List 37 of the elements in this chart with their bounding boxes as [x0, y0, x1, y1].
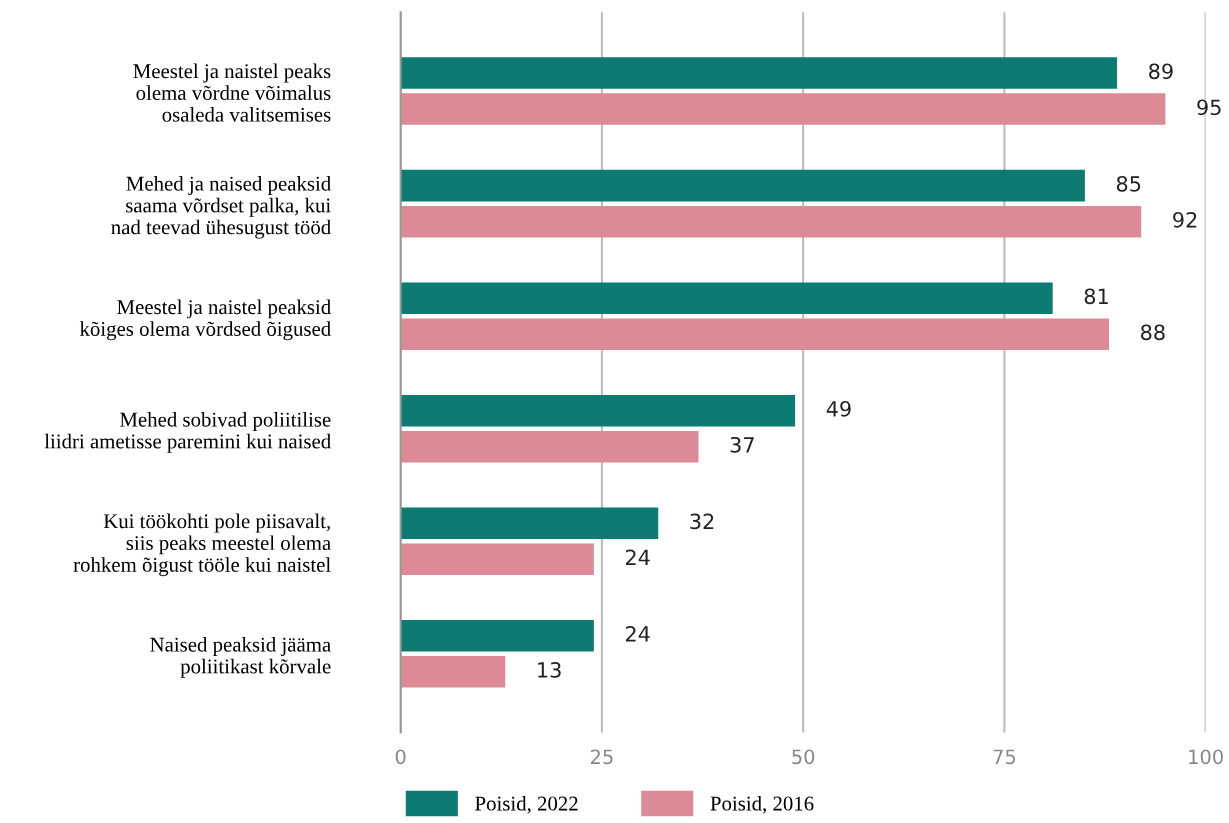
bar: [400, 507, 659, 539]
x-tick-label: 75: [993, 749, 1016, 765]
bar: [400, 57, 1118, 89]
bar: [400, 430, 699, 463]
legend-label: Poisid, 2022: [475, 795, 578, 814]
bar: [400, 619, 594, 652]
data-label: 88: [1141, 324, 1165, 341]
data-label: 85: [1116, 175, 1141, 192]
x-tick-label: 25: [590, 749, 613, 765]
bar: [400, 282, 1053, 314]
x-tick-label: 50: [792, 749, 815, 765]
x-tick-label: 100: [1189, 749, 1223, 765]
bar: [400, 169, 1085, 202]
bar: [400, 394, 796, 427]
y-tick-label: Meestel ja naistel peaks olema võrdne võimalus osaleda valitsemises: [133, 63, 331, 122]
data-label: 92: [1173, 211, 1197, 228]
bar: [400, 318, 1110, 350]
data-label: 37: [730, 436, 754, 453]
bar: [400, 543, 594, 575]
y-tick-label: Meestel ja naistel peaksid kõiges olema võrdsed õigused: [79, 299, 331, 341]
bar: [400, 205, 1142, 238]
data-label: 49: [826, 400, 851, 417]
data-label: 13: [538, 662, 561, 678]
bar: [400, 655, 506, 688]
y-tick-label: Naised peaksid jääma poliitikast kõrvale: [150, 637, 331, 678]
x-tick-label: 0: [395, 749, 406, 765]
legend-label: Poisid, 2016: [710, 795, 814, 814]
data-label: 89: [1149, 63, 1173, 80]
bar: [400, 93, 1166, 125]
y-tick-label: Mehed ja naised peaksid saama võrdset palka, kui nad teevad ühesugust tööd: [111, 176, 331, 239]
data-label: 81: [1084, 288, 1108, 305]
data-label: 24: [625, 625, 650, 642]
y-tick-label: Kui töökohti pole piisavalt, siis peaks meestel olema rohkem õigust tööle kui naistel: [73, 513, 331, 577]
data-label: 24: [625, 549, 650, 565]
y-tick-label: Mehed sobivad poliitilise liidri ametisse paremini kui naised: [44, 411, 331, 453]
data-label: 95: [1197, 99, 1221, 116]
data-label: 32: [690, 513, 714, 530]
